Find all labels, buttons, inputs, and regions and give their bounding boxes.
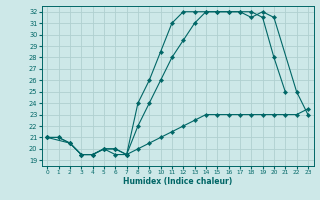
X-axis label: Humidex (Indice chaleur): Humidex (Indice chaleur) — [123, 177, 232, 186]
